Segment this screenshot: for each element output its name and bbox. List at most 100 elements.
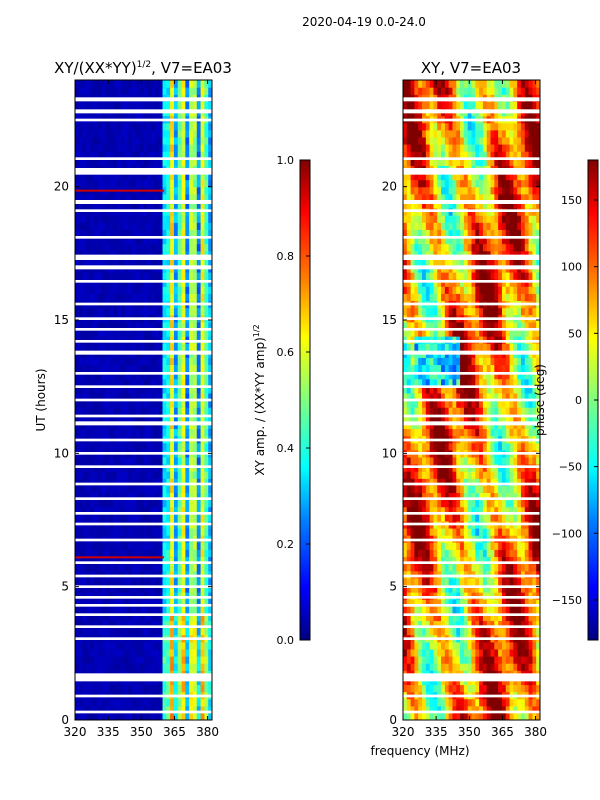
heatmap-cell — [162, 485, 167, 494]
heatmap-cell — [192, 272, 198, 280]
heatmap-cell — [82, 101, 88, 110]
heatmap-cell — [524, 599, 530, 607]
heatmap-cell — [196, 151, 202, 159]
heatmap-cell — [151, 328, 156, 337]
heatmap-cell — [143, 101, 148, 110]
heatmap-cell — [490, 656, 495, 664]
heatmap-cell — [158, 613, 164, 622]
heatmap-cell — [143, 478, 148, 486]
heatmap-cell — [139, 385, 145, 394]
heatmap-cell — [90, 414, 95, 422]
heatmap-cell — [132, 556, 137, 565]
heatmap-cell — [135, 641, 141, 650]
heatmap-cell — [181, 407, 186, 415]
heatmap-cell — [448, 627, 454, 636]
heatmap-cell — [422, 613, 427, 622]
heatmap-cell — [109, 556, 114, 565]
heatmap-cell — [135, 712, 141, 720]
heatmap-cell — [173, 648, 179, 657]
heatmap-cell — [494, 698, 499, 707]
heatmap-cell — [143, 592, 148, 600]
heatmap-cell — [208, 293, 212, 302]
heatmap-cell — [448, 485, 454, 494]
heatmap-cell — [467, 705, 473, 714]
heatmap-cell — [158, 136, 164, 145]
heatmap-cell — [132, 215, 137, 223]
heatmap-cell — [147, 158, 152, 166]
heatmap-cell — [173, 371, 179, 380]
heatmap-cell — [128, 250, 133, 259]
heatmap-cell — [425, 542, 431, 550]
heatmap-cell — [471, 542, 476, 550]
heatmap-cell — [418, 400, 423, 408]
heatmap-cell — [429, 656, 435, 664]
heatmap-cell — [82, 193, 88, 202]
heatmap-cell — [185, 136, 190, 145]
heatmap-cell — [200, 378, 205, 387]
heatmap-cell — [471, 407, 476, 415]
heatmap-cell — [520, 400, 526, 408]
heatmap-cell — [200, 584, 205, 593]
heatmap-cell — [520, 584, 526, 593]
heatmap-cell — [143, 648, 148, 657]
heatmap-cell — [173, 101, 179, 110]
heatmap-cell — [120, 200, 126, 209]
heatmap-cell — [113, 343, 118, 351]
heatmap-cell — [505, 407, 511, 415]
heatmap-cell — [135, 357, 141, 366]
heatmap-cell — [509, 478, 514, 486]
heatmap-cell — [185, 279, 190, 287]
y-tick-label: 10 — [54, 446, 69, 460]
heatmap-cell — [422, 513, 427, 522]
heatmap-cell — [90, 371, 95, 380]
heatmap-cell — [173, 656, 179, 664]
heatmap-cell — [82, 179, 88, 188]
heatmap-cell — [482, 456, 488, 465]
heatmap-cell — [505, 641, 511, 650]
heatmap-cell — [204, 136, 209, 145]
heatmap-cell — [422, 577, 427, 586]
heatmap-cell — [532, 584, 537, 593]
heatmap-cell — [429, 478, 435, 486]
heatmap-cell — [109, 257, 114, 266]
heatmap-cell — [94, 343, 99, 351]
heatmap-cell — [82, 698, 88, 707]
heatmap-cell — [116, 151, 122, 159]
heatmap-cell — [86, 229, 91, 238]
heatmap-cell — [185, 613, 190, 622]
heatmap-cell — [181, 656, 186, 664]
heatmap-cell — [78, 656, 84, 664]
heatmap-cell — [162, 101, 167, 110]
heatmap-cell — [196, 257, 202, 266]
heatmap-cell — [158, 328, 164, 337]
heatmap-cell — [166, 186, 171, 195]
heatmap-cell — [441, 556, 446, 565]
heatmap-cell — [200, 215, 205, 223]
heatmap-cell — [170, 684, 175, 693]
heatmap-cell — [410, 641, 416, 650]
heatmap-cell — [105, 87, 110, 95]
heatmap-cell — [135, 471, 141, 479]
heatmap-cell — [204, 343, 209, 351]
heatmap-cell — [204, 656, 209, 664]
heatmap-cell — [177, 705, 183, 714]
heatmap-cell — [456, 599, 461, 607]
heatmap-cell — [406, 549, 412, 558]
heatmap-cell — [120, 478, 126, 486]
heatmap-cell — [189, 570, 194, 579]
heatmap-cell — [147, 414, 152, 422]
heatmap-cell — [532, 549, 537, 558]
heatmap-cell — [154, 712, 160, 720]
heatmap-cell — [78, 293, 84, 302]
heatmap-cell — [406, 407, 412, 415]
heatmap-cell — [189, 556, 194, 565]
heatmap-cell — [90, 158, 95, 166]
heatmap-cell — [513, 407, 518, 415]
heatmap-cell — [109, 663, 114, 671]
heatmap-cell — [482, 485, 488, 494]
heatmap-cell — [86, 712, 91, 720]
heatmap-cell — [189, 656, 194, 664]
heatmap-cell — [452, 407, 457, 415]
heatmap-cell — [456, 712, 461, 720]
x-tick-label: 335 — [97, 725, 120, 739]
